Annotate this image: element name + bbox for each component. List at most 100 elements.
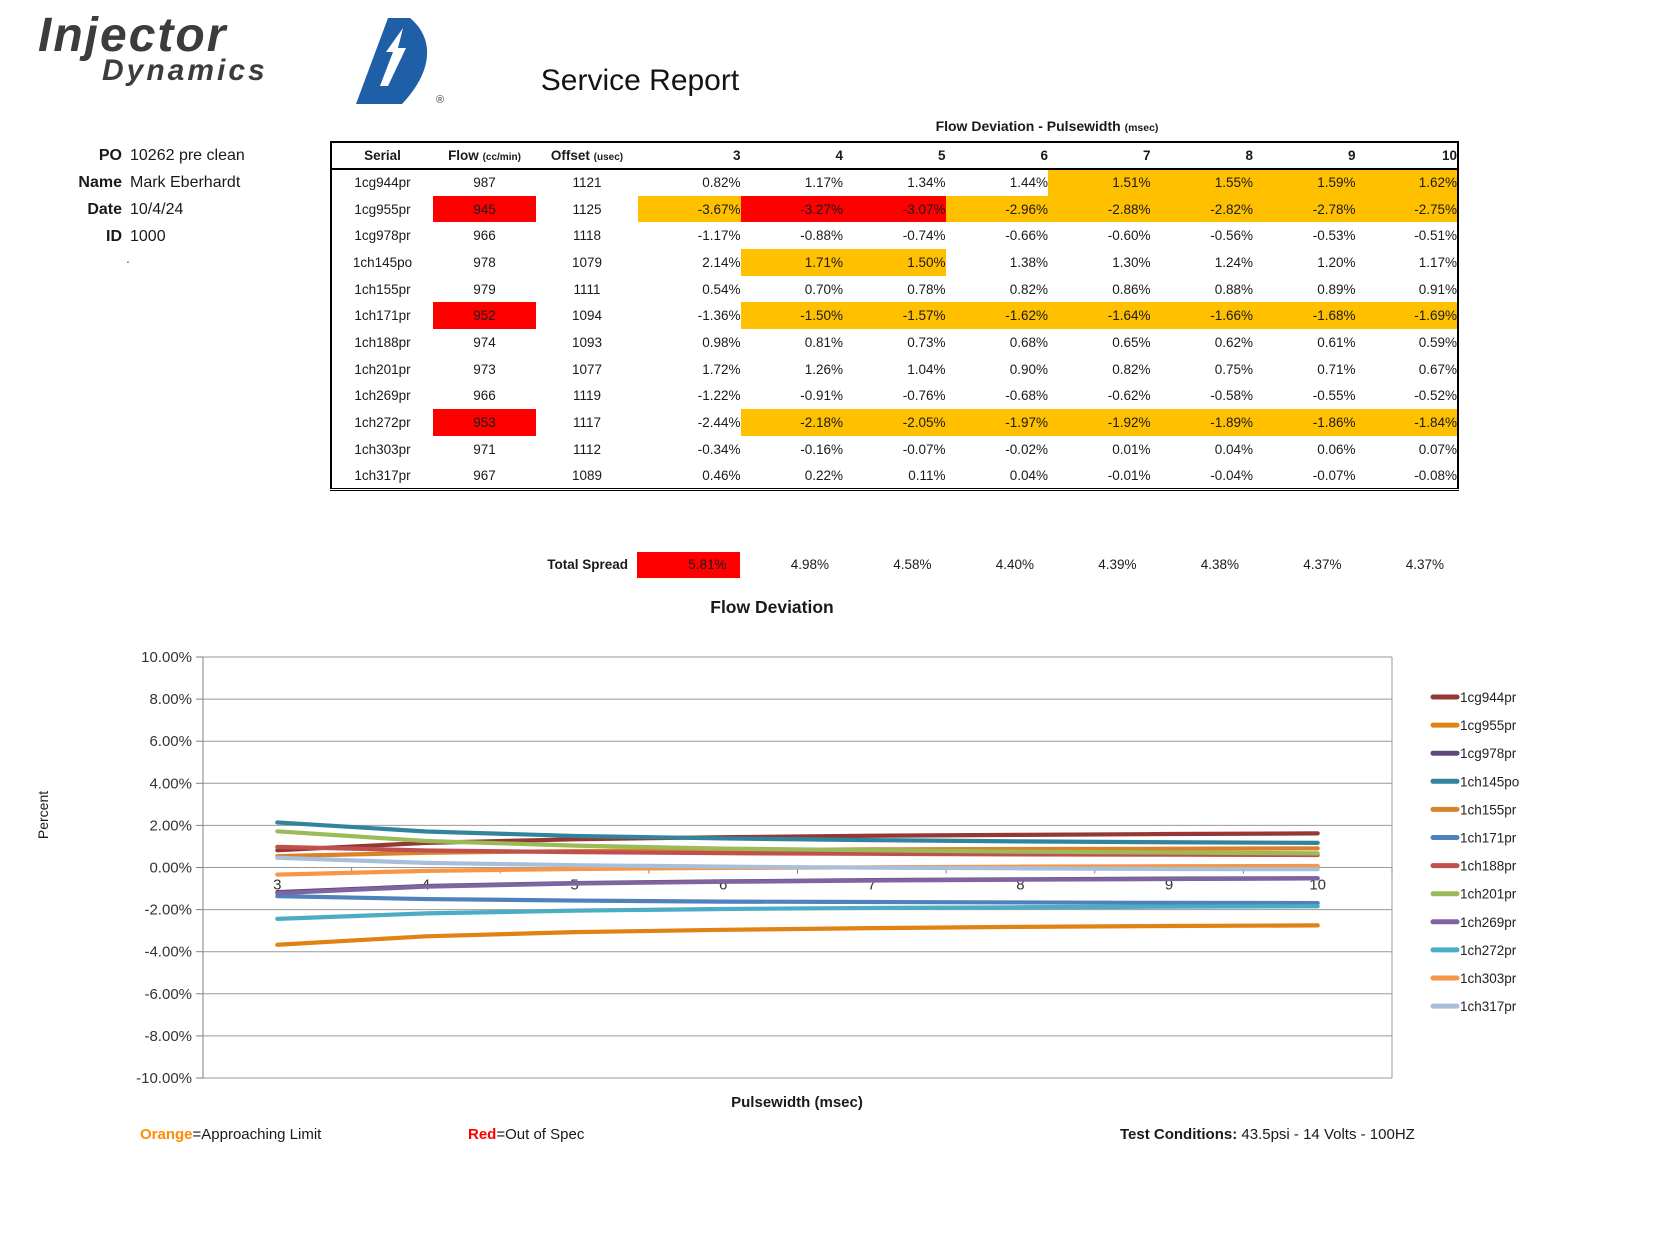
deviation-cell: 1.17% xyxy=(1418,254,1457,270)
total-spread-cell: 4.39% xyxy=(1098,557,1137,572)
serial-cell: 1ch145po xyxy=(352,254,413,270)
table-row: 1ch155pr 979 1111 0.54% 0.70% 0.78% 0.82% 0.86%… xyxy=(331,276,1458,303)
info-value: 10262 pre clean xyxy=(130,146,245,164)
deviation-cell: -0.16% xyxy=(800,441,843,457)
legend-label: 1ch155pr xyxy=(1460,802,1517,817)
deviation-cell: -0.53% xyxy=(1312,228,1356,244)
flow-cell: 978 xyxy=(473,254,496,270)
deviation-cell: 0.78% xyxy=(907,281,946,297)
deviation-cell: -3.27% xyxy=(740,195,843,223)
x-tick-label: 9 xyxy=(1165,877,1173,894)
injector-dynamics-logo: Injector Dynamics ® xyxy=(38,12,458,112)
flow-cell: 971 xyxy=(473,441,496,457)
injector-dynamics-d-icon xyxy=(356,18,428,104)
deviation-cell: -1.50% xyxy=(740,302,843,330)
deviation-cell: 1.71% xyxy=(740,249,843,276)
table-row: 1cg944pr 987 1121 0.82% 1.17% 1.34% 1.44% 1.51%… xyxy=(331,169,1458,196)
deviation-cell: 0.46% xyxy=(702,467,741,483)
deviation-cell: -0.02% xyxy=(1005,441,1048,457)
deviation-cell: -0.07% xyxy=(1312,467,1356,483)
x-tick-label: 5 xyxy=(570,877,578,894)
info-label: PO xyxy=(98,146,122,164)
deviation-cell: 1.24% xyxy=(1214,254,1253,270)
x-tick-label: 10 xyxy=(1309,877,1326,894)
deviation-cell: 0.75% xyxy=(1214,361,1253,377)
test-conditions-label: Test Conditions: xyxy=(1120,1126,1238,1143)
deviation-cell: -0.58% xyxy=(1210,388,1253,404)
flow-cell: 987 xyxy=(473,175,496,191)
deviation-cell: -0.01% xyxy=(1107,467,1151,483)
chart-series-line xyxy=(275,829,1320,856)
chart-series-line xyxy=(275,855,1320,872)
deviation-cell: -1.69% xyxy=(1355,302,1458,330)
deviation-cell: -0.08% xyxy=(1414,467,1457,483)
flow-deviation-table: Serial Flow (cc/min) Offset (usec) 3 4 5 6 7… xyxy=(330,141,1459,491)
deviation-cell: -2.18% xyxy=(740,409,843,436)
deviation-cell: 0.91% xyxy=(1418,281,1457,297)
info-label: Name xyxy=(78,173,122,191)
legend-label: 1ch317pr xyxy=(1460,999,1517,1014)
deviation-cell: -1.89% xyxy=(1150,409,1253,436)
flow-cell: 967 xyxy=(473,467,496,483)
col-header-pulsewidth: 7 xyxy=(1142,148,1151,163)
deviation-cell: 1.50% xyxy=(843,249,946,276)
deviation-cell: -0.55% xyxy=(1312,388,1356,404)
orange-key: Orange=Approaching Limit xyxy=(140,1126,321,1143)
col-header-serial: Serial xyxy=(364,148,401,163)
deviation-cell: 0.82% xyxy=(702,175,741,191)
deviation-cell: 0.88% xyxy=(1214,281,1253,297)
deviation-cell: -2.82% xyxy=(1150,195,1253,223)
deviation-cell: -1.92% xyxy=(1048,409,1151,436)
total-spread-cell: 4.98% xyxy=(790,557,829,572)
offset-cell: 1112 xyxy=(572,441,602,457)
deviation-cell: -1.84% xyxy=(1355,409,1458,436)
deviation-cell: -0.60% xyxy=(1107,228,1151,244)
registered-mark: ® xyxy=(436,94,445,106)
deviation-cell: 1.59% xyxy=(1253,169,1356,196)
deviation-cell: -1.86% xyxy=(1253,409,1356,436)
serial-cell: 1ch303pr xyxy=(354,441,411,457)
chart-title: Flow Deviation xyxy=(710,597,834,617)
deviation-cell: -2.05% xyxy=(843,409,946,436)
page-title: Service Report xyxy=(540,64,740,97)
total-spread-cell: 4.38% xyxy=(1200,557,1239,572)
y-tick-label: -8.00% xyxy=(144,1028,192,1045)
deviation-cell: 2.14% xyxy=(702,254,741,270)
serial-cell: 1cg944pr xyxy=(354,175,411,191)
deviation-cell: -1.62% xyxy=(945,302,1048,330)
deviation-cell: 0.81% xyxy=(804,334,843,350)
deviation-cell: -0.91% xyxy=(800,388,843,404)
info-value: 1000 xyxy=(130,227,166,245)
serial-cell: 1cg978pr xyxy=(354,228,411,244)
offset-cell: 1118 xyxy=(572,228,602,244)
deviation-cell: 1.44% xyxy=(1009,175,1048,191)
serial-cell: 1ch188pr xyxy=(354,334,411,350)
deviation-cell: -2.88% xyxy=(1048,195,1151,223)
offset-cell: 1119 xyxy=(572,388,602,404)
stray-dot: . xyxy=(126,250,130,266)
table-row: 1cg978pr 966 1118 -1.17% -0.88% -0.74% -0.66% -… xyxy=(331,222,1458,249)
legend-label: 1ch201pr xyxy=(1460,887,1517,902)
flow-cell: 966 xyxy=(473,228,496,244)
info-row: PO 10262 pre clean xyxy=(58,142,245,169)
table-header-row: Serial Flow (cc/min) Offset (usec) 3 4 5 6 7… xyxy=(331,142,1458,169)
deviation-cell: 0.68% xyxy=(1009,334,1048,350)
deviation-cell: -0.76% xyxy=(902,388,946,404)
chart-series-line xyxy=(275,876,1320,895)
table-row: 1ch145po 978 1079 2.14% 1.71% 1.50% 1.38% 1.30%… xyxy=(331,249,1458,276)
deviation-cell: -2.96% xyxy=(945,195,1048,223)
orange-key-text: =Approaching Limit xyxy=(192,1126,322,1143)
serial-cell: 1cg955pr xyxy=(354,201,411,217)
chart-series-line xyxy=(275,831,1320,853)
deviation-cell: 0.70% xyxy=(804,281,843,297)
x-tick-label: 3 xyxy=(273,877,281,894)
deviation-cell: -0.34% xyxy=(697,441,741,457)
y-tick-label: -2.00% xyxy=(144,902,192,919)
deviation-cell: 1.30% xyxy=(1112,254,1151,270)
deviation-cell: -0.56% xyxy=(1210,228,1253,244)
deviation-cell: -0.07% xyxy=(902,441,946,457)
deviation-cell: -1.57% xyxy=(843,302,946,330)
deviation-cell: -1.22% xyxy=(697,388,741,404)
total-spread-cell: 4.58% xyxy=(893,557,932,572)
